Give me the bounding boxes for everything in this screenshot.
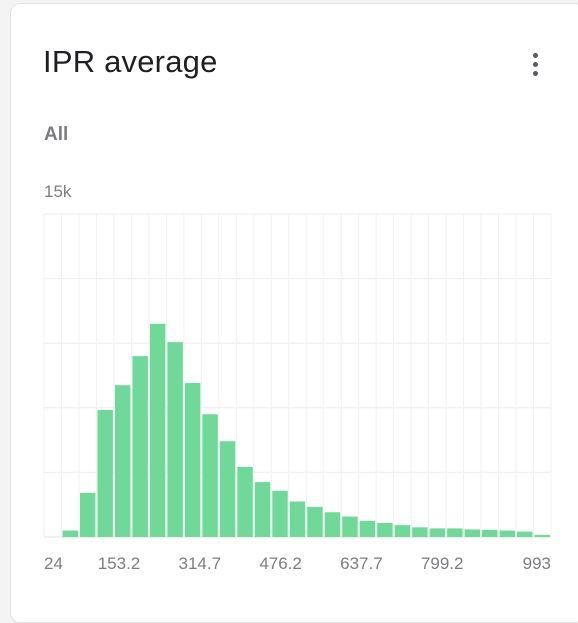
chart-bars bbox=[62, 323, 550, 537]
y-axis-max-label: 15k bbox=[44, 182, 72, 201]
histogram-bar[interactable] bbox=[149, 323, 166, 537]
histogram-bar[interactable] bbox=[429, 528, 446, 537]
histogram-bar[interactable] bbox=[219, 441, 236, 537]
histogram-bar[interactable] bbox=[254, 482, 271, 537]
x-tick-label: 153.2 bbox=[98, 554, 141, 573]
histogram-chart: 24 153.2 314.7 476.2 637.7 799.2 993 bbox=[43, 213, 552, 573]
histogram-bar[interactable] bbox=[499, 530, 516, 537]
histogram-bar[interactable] bbox=[394, 525, 411, 537]
histogram-bar[interactable] bbox=[307, 506, 323, 537]
x-tick-label: 24 bbox=[44, 554, 63, 573]
histogram-bar[interactable] bbox=[79, 492, 96, 537]
histogram-bar[interactable] bbox=[534, 534, 550, 537]
more-options-button[interactable] bbox=[521, 48, 549, 80]
histogram-bar[interactable] bbox=[167, 342, 183, 537]
x-tick-label: 993 bbox=[523, 554, 551, 573]
filter-label: All bbox=[44, 124, 69, 145]
histogram-bar[interactable] bbox=[377, 523, 393, 537]
x-tick-label: 314.7 bbox=[179, 554, 222, 573]
histogram-bar[interactable] bbox=[342, 516, 358, 537]
card-title: IPR average bbox=[43, 44, 218, 79]
histogram-bar[interactable] bbox=[517, 531, 533, 537]
more-vertical-icon-dot bbox=[532, 70, 538, 76]
histogram-bar[interactable] bbox=[132, 356, 148, 537]
histogram-bar[interactable] bbox=[324, 512, 341, 537]
x-tick-label: 476.2 bbox=[259, 554, 302, 573]
histogram-bar[interactable] bbox=[114, 385, 131, 537]
histogram-bar[interactable] bbox=[184, 383, 201, 537]
x-tick-label: 637.7 bbox=[340, 554, 383, 573]
ipr-average-card: IPR average All 15k 24 153.2 314.7 476.2 637… bbox=[10, 3, 578, 623]
histogram-bar[interactable] bbox=[62, 530, 78, 537]
histogram-bar[interactable] bbox=[447, 528, 463, 537]
more-vertical-icon-dot bbox=[532, 61, 538, 67]
histogram-bar[interactable] bbox=[359, 520, 376, 537]
histogram-bar[interactable] bbox=[237, 467, 253, 537]
histogram-bar[interactable] bbox=[464, 529, 481, 537]
chart-x-ticks: 24 153.2 314.7 476.2 637.7 799.2 993 bbox=[44, 554, 551, 573]
histogram-bar[interactable] bbox=[412, 527, 428, 537]
x-tick-label: 799.2 bbox=[421, 554, 464, 573]
more-vertical-icon bbox=[532, 52, 538, 58]
histogram-bar[interactable] bbox=[289, 501, 306, 537]
histogram-bar[interactable] bbox=[97, 409, 113, 537]
histogram-bar[interactable] bbox=[202, 414, 218, 537]
histogram-bar[interactable] bbox=[272, 490, 288, 537]
histogram-bar[interactable] bbox=[482, 529, 498, 537]
